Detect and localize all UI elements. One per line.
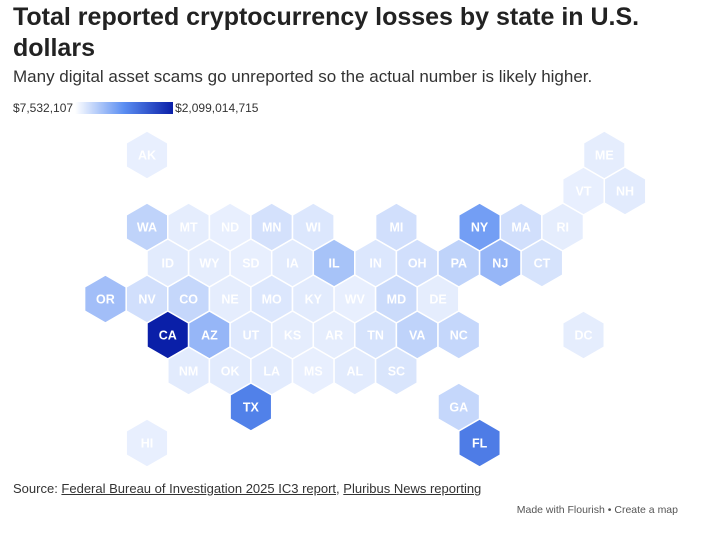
state-hex-hi [125,418,169,468]
state-label-ar: AR [325,329,343,343]
state-label-al: AL [346,365,363,379]
state-label-de: DE [429,293,446,307]
made-with-flourish-link[interactable]: Made with Flourish [516,504,605,516]
state-label-ri: RI [556,221,569,235]
state-label-wa: WA [137,221,157,235]
flourish-credit: Made with Flourish • Create a map [517,504,678,516]
state-label-hi: HI [141,437,154,451]
state-label-ny: NY [471,221,489,235]
state-label-sd: SD [242,257,259,271]
state-label-ga: GA [449,401,468,415]
state-label-ct: CT [534,257,551,271]
state-tile-ny[interactable]: NY [458,202,502,252]
state-label-or: OR [96,293,115,307]
chart-title: Total reported cryptocurrency losses by … [13,3,640,62]
source-prefix: Source: [13,481,62,496]
state-label-ok: OK [221,365,240,379]
state-tile-ak[interactable]: AK [125,130,169,180]
legend-min-label: $7,532,107 [13,101,74,115]
state-label-co: CO [179,293,198,307]
legend-gradient-bar [75,102,174,114]
state-label-oh: OH [408,257,427,271]
state-label-ak: AK [138,149,156,163]
state-tile-nh[interactable]: NH [603,166,647,216]
source-link-fbi[interactable]: Federal Bureau of Investigation 2025 IC3… [61,481,337,496]
state-label-ia: IA [286,257,299,271]
state-label-pa: PA [451,257,467,271]
state-tile-sc[interactable]: SC [374,346,418,396]
state-label-nm: NM [179,365,198,379]
state-label-in: IN [369,257,382,271]
state-tile-ca[interactable]: CA [146,310,190,360]
state-tile-tx[interactable]: TX [229,382,273,432]
state-label-mo: MO [262,293,282,307]
state-tile-oh[interactable]: OH [395,238,439,288]
state-tile-ct[interactable]: CT [520,238,564,288]
chart-subtitle: Many digital asset scams go unreported s… [13,67,593,86]
state-tile-ri[interactable]: RI [541,202,585,252]
state-label-ut: UT [243,329,260,343]
state-label-ne: NE [221,293,238,307]
source-separator: , [336,481,344,496]
state-hex-sc [374,346,418,396]
state-tile-md[interactable]: MD [374,274,418,324]
legend-max-label: $2,099,014,715 [175,101,259,115]
state-label-wy: WY [199,257,220,271]
state-label-mt: MT [180,221,198,235]
state-label-fl: FL [472,437,488,451]
state-tile-de[interactable]: DE [416,274,460,324]
state-label-nd: ND [221,221,239,235]
state-label-ca: CA [159,329,177,343]
state-label-tx: TX [243,401,260,415]
state-label-mn: MN [262,221,281,235]
color-legend: $7,532,107 $2,099,014,715 [13,100,258,116]
state-label-dc: DC [574,329,592,343]
state-label-il: IL [329,257,340,271]
state-label-nv: NV [138,293,156,307]
state-tile-fl[interactable]: FL [458,418,502,468]
state-hex-nc [437,310,481,360]
state-label-id: ID [162,257,175,271]
state-label-tn: TN [367,329,384,343]
state-label-nj: NJ [492,257,508,271]
state-tile-hi[interactable]: HI [125,418,169,468]
state-tile-ga[interactable]: GA [437,382,481,432]
state-hex-ak [125,130,169,180]
state-label-la: LA [263,365,280,379]
state-label-va: VA [409,329,425,343]
state-tile-nc[interactable]: NC [437,310,481,360]
hex-map: AK ME VT NH WA MT ND MN WI MI NY MA RI ID WY SD IA IL IN OH… [83,130,647,468]
state-hex-tx [229,382,273,432]
state-tile-me[interactable]: ME [582,130,626,180]
state-label-vt: VT [576,185,592,199]
state-label-ma: MA [511,221,530,235]
credit-separator: • [604,504,615,516]
state-label-ks: KS [284,329,301,343]
state-label-wv: WV [345,293,366,307]
source-link-pluribus[interactable]: Pluribus News reporting [343,481,482,496]
state-label-sc: SC [388,365,405,379]
state-label-mi: MI [389,221,403,235]
state-tile-or[interactable]: OR [83,274,127,324]
state-label-me: ME [595,149,614,163]
state-label-ms: MS [304,365,323,379]
state-hex-fl [458,418,502,468]
state-label-nc: NC [450,329,468,343]
state-tile-wi[interactable]: WI [291,202,335,252]
source-note: Source: Federal Bureau of Investigation … [13,481,481,496]
state-label-wi: WI [306,221,321,235]
state-label-az: AZ [201,329,218,343]
state-label-md: MD [387,293,406,307]
state-hex-ct [520,238,564,288]
state-label-ky: KY [305,293,323,307]
state-hex-nh [603,166,647,216]
state-tile-dc[interactable]: DC [561,310,606,360]
state-label-nh: NH [616,185,634,199]
create-a-map-link[interactable]: Create a map [614,504,678,516]
state-hex-dc [561,310,606,360]
